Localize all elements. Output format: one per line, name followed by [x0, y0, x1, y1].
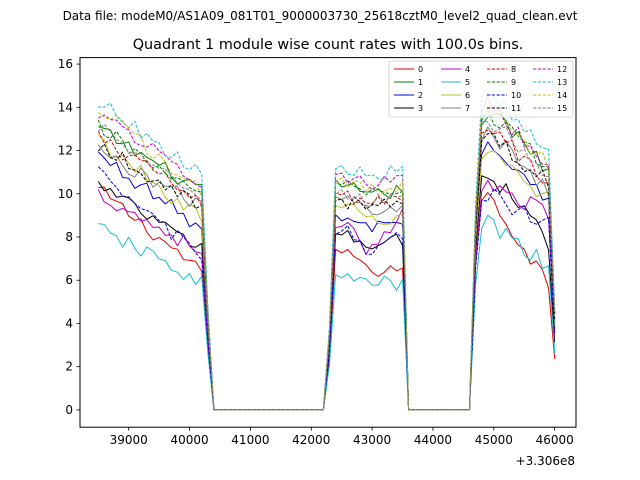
- legend-label: 5: [465, 78, 470, 87]
- chart-title: Quadrant 1 module wise count rates with …: [133, 37, 524, 53]
- series-line-13: [98, 92, 556, 411]
- x-axis: 39000 40000 41000 42000 43000 44000 45000 46000: [110, 427, 574, 447]
- x-tick-label: 46000: [536, 433, 574, 447]
- series-line-5: [98, 214, 556, 411]
- x-tick-label: 42000: [292, 433, 330, 447]
- y-tick-label: 6: [65, 273, 73, 287]
- series-line-15: [97, 120, 556, 411]
- y-tick-label: 4: [65, 316, 73, 330]
- legend-label: 14: [557, 91, 567, 100]
- x-tick-label: 44000: [414, 433, 452, 447]
- y-tick-label: 14: [58, 100, 73, 114]
- legend-label: 3: [418, 104, 423, 113]
- y-tick-label: 0: [65, 403, 73, 417]
- y-tick-label: 16: [58, 57, 73, 71]
- legend-label: 4: [465, 65, 470, 74]
- x-tick-label: 41000: [231, 433, 269, 447]
- legend-label: 13: [557, 78, 567, 87]
- legend-label: 0: [418, 65, 423, 74]
- y-tick-label: 8: [65, 230, 73, 244]
- plot-series-group: [97, 92, 556, 411]
- legend-label: 9: [511, 78, 516, 87]
- legend-label: 15: [557, 104, 567, 113]
- legend-box: [388, 60, 574, 118]
- legend-label: 6: [465, 91, 470, 100]
- y-tick-label: 2: [65, 360, 73, 374]
- y-axis: 0 2 4 6 8 10 12 14 16: [58, 57, 80, 417]
- legend-label: 2: [418, 91, 423, 100]
- figure-suptitle: Data file: modeM0/AS1A09_081T01_90000037…: [63, 9, 578, 23]
- x-tick-label: 40000: [170, 433, 208, 447]
- series-line-14: [97, 98, 556, 411]
- x-axis-offset-label: +3.306e8: [516, 454, 575, 468]
- x-tick-label: 39000: [110, 433, 148, 447]
- legend-label: 10: [511, 91, 521, 100]
- y-tick-label: 12: [58, 144, 73, 158]
- x-tick-label: 45000: [475, 433, 513, 447]
- x-tick-label: 43000: [353, 433, 391, 447]
- y-tick-label: 10: [58, 187, 73, 201]
- legend-label: 12: [557, 65, 567, 74]
- series-line-10: [97, 166, 556, 411]
- legend-label: 1: [418, 78, 423, 87]
- legend-label: 8: [511, 65, 516, 74]
- legend-label: 7: [465, 104, 470, 113]
- legend-label: 11: [511, 104, 521, 113]
- axes-frame: [79, 57, 577, 428]
